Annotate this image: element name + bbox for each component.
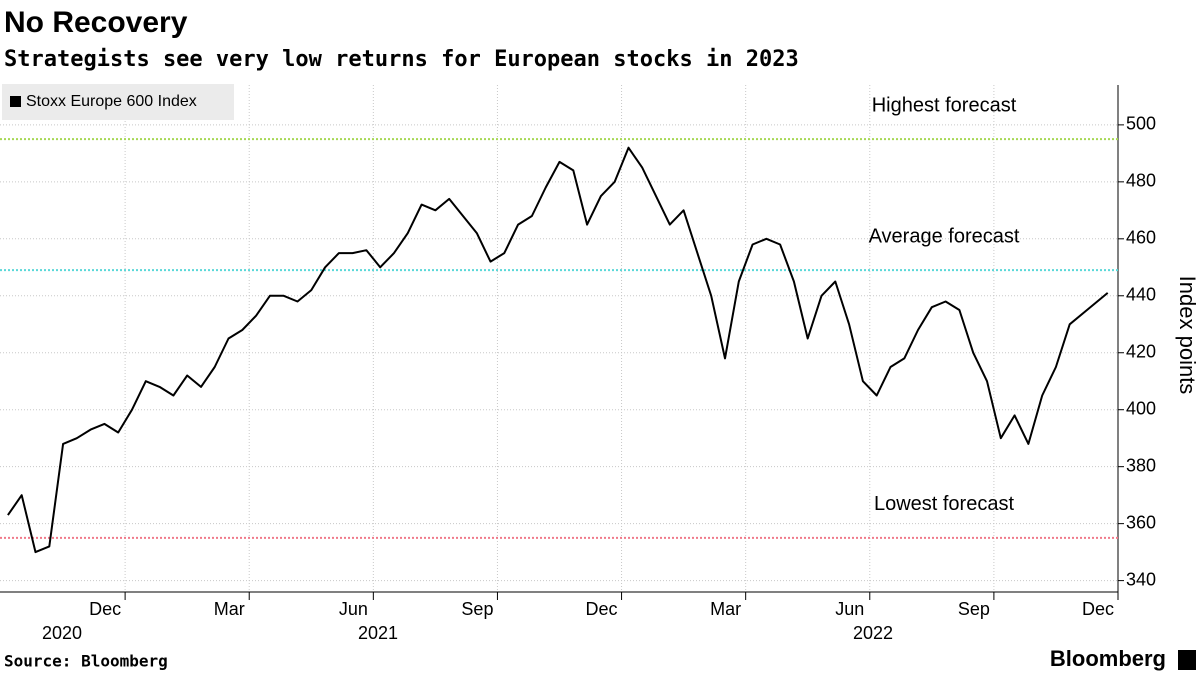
line [7,146,1109,554]
reference-label: Average forecast [869,225,1020,247]
x-tick-label: Sep [958,599,990,619]
legend-label: Stoxx Europe 600 Index [26,93,197,110]
x-year-label: 2022 [853,623,893,643]
y-tick-label: 380 [1126,455,1156,475]
y-tick-label: 340 [1126,569,1156,589]
reference-label: Lowest forecast [874,493,1015,515]
y-tick-label: 500 [1126,114,1156,134]
y-tick-label: 400 [1126,398,1156,418]
chart-subtitle: Strategists see very low returns for Eur… [4,47,799,72]
chart-title: No Recovery [4,6,188,39]
x-year-label: 2021 [358,623,398,643]
x-tick-label: Mar [214,599,245,619]
legend-box [2,84,234,120]
reference-label: Highest forecast [872,94,1017,116]
y-tick-label: 480 [1126,171,1156,191]
x-tick-label: Jun [339,599,368,619]
legend-swatch [10,96,21,107]
x-tick-label: Dec [586,599,618,619]
y-axis-label: Index points [1175,276,1200,395]
y-tick-label: 360 [1126,512,1156,532]
source: Source: Bloomberg [4,652,168,671]
x-tick-label: Jun [835,599,864,619]
x-tick-label: Dec [89,599,121,619]
y-tick-label: 460 [1126,228,1156,248]
x-year-label: 2020 [42,623,82,643]
y-tick-label: 420 [1126,341,1156,361]
x-tick-label: Dec [1082,599,1114,619]
brand: Bloomberg [1050,646,1166,671]
x-tick-label: Sep [461,599,493,619]
brand-icon [1178,650,1196,670]
x-tick-label: Mar [710,599,741,619]
y-tick-label: 440 [1126,285,1156,305]
